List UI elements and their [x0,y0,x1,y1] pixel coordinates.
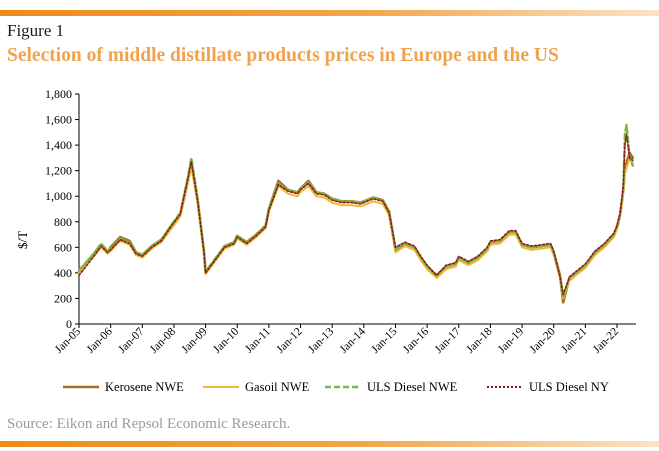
figure-label: Figure 1 [7,21,65,40]
legend-label: Kerosene NWE [105,380,184,394]
y-tick-label: 1,200 [45,164,72,178]
series-line-gasoil-nwe [78,156,634,300]
x-tick-label: Jan-08 [148,325,178,355]
series-line-uls-diesel-nwe [77,123,634,298]
x-tick-label: Jan-21 [559,325,589,355]
x-tick-label: Jan-22 [591,325,621,355]
y-axis-label: $/T [15,231,30,249]
series-line-kerosene-nwe [77,151,635,304]
top-accent-bar [0,10,659,16]
legend-label: Gasoil NWE [245,380,310,394]
y-axis: 0 200 400 600 800 1,000 1,200 1,400 1,600 1,800 [45,87,80,331]
y-tick-label: 1,800 [45,87,72,101]
x-tick-label: Jan-20 [528,325,558,355]
chart-title: Selection of middle distillate products … [7,45,559,66]
x-tick-label: Jan-18 [464,325,494,355]
x-tick-label: Jan-10 [211,325,241,355]
legend-label: ULS Diesel NWE [367,380,458,394]
y-tick-label: 200 [54,291,72,305]
x-tick-label: Jan-07 [116,325,146,355]
x-tick-label: Jan-14 [338,325,368,355]
legend: Kerosene NWE Gasoil NWE ULS Diesel NWE ULS … [63,380,609,394]
legend-label: ULS Diesel NY [529,380,609,394]
bottom-accent-bar [0,441,659,447]
y-tick-label: 800 [54,215,72,229]
y-tick-label: 1,400 [45,138,72,152]
y-tick-label: 400 [54,266,72,280]
series-line-uls-diesel-ny [78,134,634,296]
x-tick-label: Jan-13 [306,325,336,355]
x-tick-label: Jan-06 [85,325,115,355]
x-tick-label: Jan-16 [401,325,431,355]
y-tick-label: 1,600 [45,113,72,127]
x-tick-label: Jan-09 [180,325,210,355]
x-tick-label: Jan-17 [433,325,463,355]
source-note: Source: Eikon and Repsol Economic Resear… [7,416,291,432]
y-tick-label: 600 [54,240,72,254]
plot-area [77,123,635,304]
y-tick-label: 0 [66,317,72,331]
y-tick-label: 1,000 [45,189,72,203]
x-tick-label: Jan-12 [274,325,304,355]
x-tick-label: Jan-11 [243,325,273,355]
x-tick-label: Jan-19 [496,325,526,355]
x-axis: Jan-05 Jan-06 Jan-07 Jan-08 Jan-09 Jan-10 Jan-… [53,323,636,356]
x-tick-label: Jan-15 [369,325,399,355]
